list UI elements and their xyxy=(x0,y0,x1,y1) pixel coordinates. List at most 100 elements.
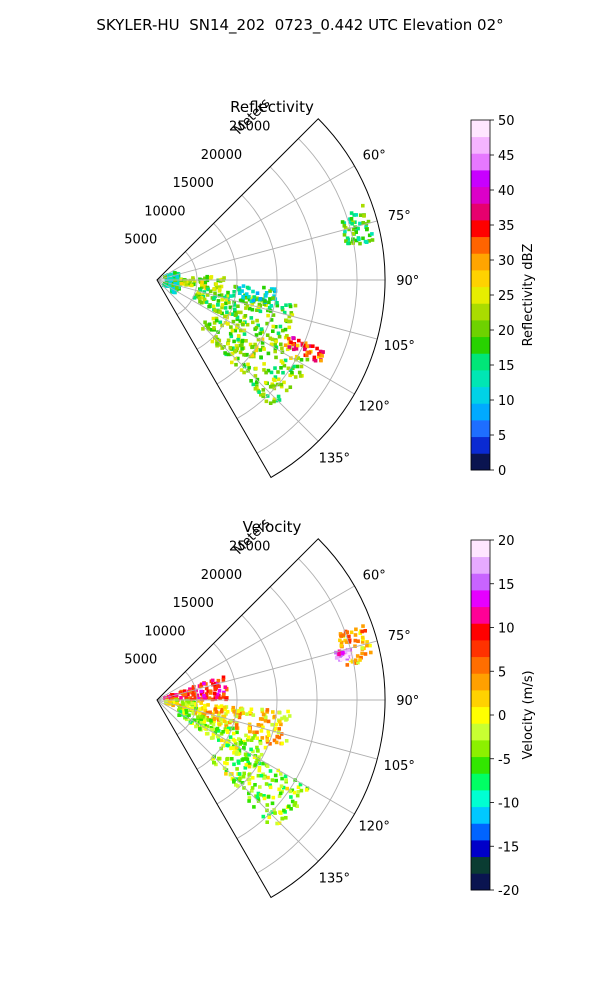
echo-gate xyxy=(264,399,269,404)
echo-gate xyxy=(184,702,188,707)
echo-gate xyxy=(216,734,220,739)
echo-gate xyxy=(257,390,261,394)
echo-gate xyxy=(279,732,284,736)
echo-gate xyxy=(295,364,300,369)
echo-gate xyxy=(221,695,226,699)
echo-gate xyxy=(217,711,221,715)
echo-gate xyxy=(283,358,288,363)
sector-outline xyxy=(156,538,386,899)
echo-gate xyxy=(266,719,271,724)
echo-gate xyxy=(361,236,365,241)
echo-gate xyxy=(204,323,209,327)
echo-gate xyxy=(210,339,215,344)
echo-gate xyxy=(259,773,264,778)
colorbar-swatch xyxy=(471,370,490,388)
echo-gate xyxy=(259,393,263,397)
echo-gate xyxy=(262,302,267,306)
echo-gate xyxy=(272,399,276,404)
echo-gate xyxy=(340,651,345,655)
echo-gate xyxy=(235,767,239,771)
echo-gate xyxy=(284,388,289,393)
colorbar-swatch xyxy=(471,120,490,138)
echo-gate xyxy=(311,344,315,348)
echo-gate xyxy=(220,708,224,712)
echo-gate xyxy=(285,717,289,721)
echo-gate xyxy=(273,811,277,815)
echo-gate xyxy=(360,651,364,656)
echo-gate xyxy=(212,719,216,723)
echo-gate xyxy=(253,374,258,378)
echo-gate xyxy=(245,304,250,308)
echo-gate xyxy=(206,703,210,707)
colorbar-swatch xyxy=(471,386,490,404)
echo-gate xyxy=(247,365,251,370)
echo-gate xyxy=(166,274,170,278)
echo-gate xyxy=(213,308,217,313)
echo-gate xyxy=(232,290,236,294)
echo-gate xyxy=(222,276,226,280)
echo-gate xyxy=(305,344,310,349)
echo-gate xyxy=(226,740,230,745)
colorbar-tick-label: 20 xyxy=(498,324,515,339)
echo-gate xyxy=(272,287,277,291)
echo-gate xyxy=(319,358,323,363)
echo-gate xyxy=(178,710,183,714)
echo-gate xyxy=(203,280,208,285)
echo-gate xyxy=(181,692,185,696)
echo-gate xyxy=(195,693,200,698)
echo-gate xyxy=(270,810,274,814)
echo-gate xyxy=(263,745,268,750)
echo-gate xyxy=(241,362,246,367)
echo-gate xyxy=(258,297,263,301)
echo-gate xyxy=(358,631,362,635)
echo-gate xyxy=(224,301,228,306)
echo-gate xyxy=(214,285,219,290)
echo-gate xyxy=(250,789,254,793)
echo-gate xyxy=(341,633,346,637)
echo-gate xyxy=(277,727,281,731)
echo-gate xyxy=(284,739,289,743)
echo-gate xyxy=(345,630,349,634)
echo-gate xyxy=(216,713,221,718)
echo-gate xyxy=(229,294,233,298)
azimuth-tick-label: 75° xyxy=(388,209,411,224)
echo-gate xyxy=(288,385,293,389)
azimuth-gridline xyxy=(156,165,355,281)
echo-gate xyxy=(224,697,228,702)
echo-gate xyxy=(243,752,248,757)
echo-gate xyxy=(270,778,275,782)
echo-gate xyxy=(242,746,246,750)
colorbar-tick-label: 45 xyxy=(498,149,515,164)
echo-gate xyxy=(283,343,288,347)
echo-gate xyxy=(255,318,259,323)
echo-gate xyxy=(209,275,214,279)
echo-gate xyxy=(253,387,258,391)
echo-gate xyxy=(269,342,274,347)
echo-gate xyxy=(171,700,176,705)
echo-gate xyxy=(239,310,243,315)
echo-gate xyxy=(277,787,281,792)
echo-gate xyxy=(199,692,204,696)
echo-gate xyxy=(175,271,179,276)
echo-gate xyxy=(218,320,223,325)
echo-gate xyxy=(238,291,242,295)
echo-gate xyxy=(218,343,223,347)
echo-gate xyxy=(224,772,228,776)
echo-gate xyxy=(211,316,216,321)
echo-gate xyxy=(198,299,202,304)
echo-gate xyxy=(321,350,325,354)
echo-gate xyxy=(246,362,250,367)
echo-gate xyxy=(271,296,275,300)
echo-gate xyxy=(264,291,269,295)
range-ring xyxy=(176,251,198,316)
echo-gate xyxy=(229,718,233,723)
radial-tick-label: 25000 xyxy=(229,540,270,555)
echo-gate xyxy=(353,638,358,643)
echo-gate xyxy=(192,718,197,723)
echo-gate xyxy=(286,366,291,371)
echo-gate xyxy=(223,321,228,325)
echo-gate xyxy=(292,803,297,807)
echo-gate xyxy=(278,791,283,796)
echo-gate xyxy=(279,366,283,370)
